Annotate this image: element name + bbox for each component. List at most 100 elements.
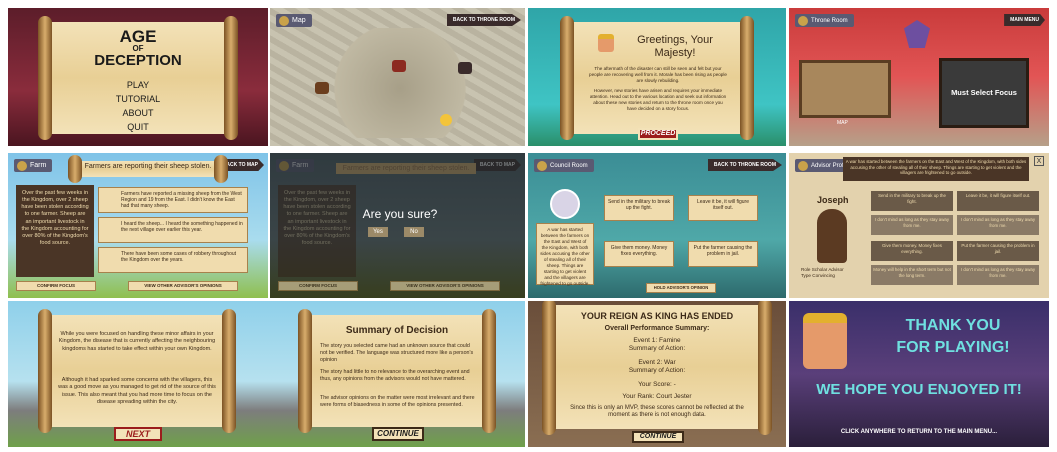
continue-button[interactable]: CONTINUE — [632, 431, 684, 443]
outcome-para2: Although it had sparked some concerns wi… — [58, 377, 216, 406]
opinion-cell: Money will help in the short term but no… — [871, 265, 953, 285]
map-marker-castle[interactable] — [392, 60, 406, 72]
king-avatar — [598, 34, 614, 52]
menu-tutorial-button[interactable]: TUTORIAL — [115, 94, 161, 104]
location-tag: Farm — [276, 159, 315, 172]
opinion-cell: Give them money. Money fixes everything. — [871, 241, 953, 261]
location-tag: Farm — [14, 159, 53, 172]
opinion-cell: I don't mind as long as they stay away f… — [957, 215, 1039, 235]
council-icon — [537, 161, 547, 171]
back-to-throne-button[interactable]: BACK TO THRONE ROOM — [707, 159, 782, 171]
summary-item: The story you selected came had an unkno… — [320, 343, 474, 363]
opinion-cell: I don't mind as long as they stay away f… — [871, 215, 953, 235]
view-opinions-button[interactable]: VIEW OTHER ADVISOR'S OPINIONS — [128, 281, 238, 291]
advisor-role: Role Scholar Advisor Type Convincing — [801, 267, 844, 278]
summary-item: The advisor opinions on the matter were … — [320, 395, 475, 408]
option-card[interactable]: Give them money. Money fixes everything. — [604, 241, 674, 267]
panel-confirm: Farm BACK TO MAP Farmers are reporting t… — [270, 153, 525, 298]
location-tag: Council Room — [534, 159, 594, 172]
advisor-card[interactable]: There have been some cases of robbery th… — [98, 247, 248, 273]
main-menu-button[interactable]: MAIN MENU — [1004, 14, 1045, 26]
next-button[interactable]: NEXT — [114, 427, 162, 441]
greetings-para2: However, new stories have arisen and req… — [589, 88, 727, 111]
menu-quit-button[interactable]: QUIT — [127, 122, 149, 132]
summary-item: The story had little to no relevance to … — [320, 369, 470, 382]
panel-thank-you[interactable]: THANK YOU FOR PLAYING! WE HOPE YOU ENJOY… — [789, 301, 1049, 447]
location-tag: Throne Room — [795, 14, 854, 27]
outcome-para1: While you were focused on handling these… — [58, 331, 216, 352]
mvp-note: Since this is only an MVP, these scores … — [570, 405, 744, 419]
hold-opinion-button[interactable]: HOLD ADVISOR'S OPINION — [646, 283, 716, 293]
menu-play-button[interactable]: PLAY — [126, 80, 150, 90]
opinion-cell: Put the farmer causing the problem in ja… — [957, 241, 1039, 261]
confirm-focus-button[interactable]: CONFIRM FOCUS — [278, 281, 358, 291]
greetings-title: Greetings, Your Majesty! — [637, 34, 713, 60]
world-map-board[interactable] — [799, 60, 891, 118]
map-label: MAP — [837, 120, 848, 126]
council-story-text: A war has started between the farmers on… — [536, 223, 594, 286]
back-to-map-button[interactable]: BACK TO MAP — [473, 159, 521, 171]
return-prompt: CLICK ANYWHERE TO RETURN TO THE MAIN MEN… — [840, 429, 998, 435]
town-map — [310, 28, 490, 138]
map-marker-farm[interactable] — [315, 82, 329, 94]
focus-board[interactable] — [939, 58, 1029, 128]
back-to-throne-button[interactable]: BACK TO THRONE ROOM — [446, 14, 521, 26]
story-headline: Farmers are reporting their sheep stolen… — [336, 163, 476, 174]
map-marker-church[interactable] — [458, 62, 472, 74]
panel-farm: Farm BACK TO MAP Farmers are reporting t… — [8, 153, 268, 298]
option-card[interactable]: Send in the military to break up the fig… — [604, 195, 674, 221]
panel-greetings: Greetings, Your Majesty! The aftermath o… — [528, 8, 786, 146]
yes-button[interactable]: Yes — [368, 227, 388, 237]
location-tag: Advisor Profile — [795, 159, 856, 172]
opinion-cell: I don't mind as long as they stay away f… — [957, 265, 1039, 285]
event-2: Event 2: War Summary of Action: — [628, 359, 686, 374]
story-description: Over the past few weeks in the Kingdom, … — [278, 185, 356, 277]
advisor-card[interactable]: I heard the sheep... I heard the somethi… — [98, 217, 248, 243]
map-icon — [279, 16, 289, 26]
proceed-button[interactable]: PROCEED — [638, 128, 678, 140]
option-card[interactable]: Put the farmer causing the problem in ja… — [688, 241, 758, 267]
game-title: AGE OF DECEPTION — [94, 27, 182, 69]
summary-scroll — [298, 309, 496, 433]
confirm-question: Are you sure? — [362, 207, 438, 221]
enjoyed-message: WE HOPE YOU ENJOYED IT! — [816, 381, 1022, 398]
panel-map: Map BACK TO THRONE ROOM — [270, 8, 525, 146]
no-button[interactable]: No — [404, 227, 424, 237]
menu-about-button[interactable]: ABOUT — [122, 108, 154, 118]
profile-story-header: A war has started between the farmers on… — [843, 157, 1029, 181]
advisor-name: Joseph — [817, 195, 849, 205]
farm-icon — [279, 161, 289, 171]
crown-icon — [798, 16, 808, 26]
thank-you-line2: FOR PLAYING! — [896, 339, 1010, 356]
king-avatar — [803, 313, 847, 369]
advisor-figure — [817, 209, 847, 263]
event-1: Event 1: Famine Summary of Action: — [628, 337, 686, 352]
close-icon[interactable]: X — [1034, 156, 1044, 166]
confirm-focus-button[interactable]: CONFIRM FOCUS — [16, 281, 96, 291]
panel-main-menu: AGE OF DECEPTION PLAY TUTORIAL ABOUT QUI… — [8, 8, 268, 146]
panel-council-room: Council Room BACK TO THRONE ROOM A war h… — [528, 153, 786, 298]
greetings-para1: The aftermath of the disaster can still … — [589, 66, 727, 83]
map-marker-market[interactable] — [440, 114, 452, 126]
panel-advisor-profile: Advisor Profile X A war has started betw… — [789, 153, 1049, 298]
panel-throne-room: Throne Room MAIN MENU MAP Must Select Fo… — [789, 8, 1049, 146]
results-scroll — [542, 301, 772, 435]
reign-title: YOUR REIGN AS KING HAS ENDED — [580, 311, 734, 321]
option-card[interactable]: Leave it be, it will figure itself out. — [688, 195, 758, 221]
back-to-map-button[interactable]: BACK TO MAP — [216, 159, 264, 171]
story-description: Over the past few weeks in the Kingdom, … — [16, 185, 94, 277]
rank: Your Rank: Court Jester — [622, 393, 692, 400]
panel-reign-ended: YOUR REIGN AS KING HAS ENDED Overall Per… — [528, 301, 786, 447]
score: Your Score: - — [638, 381, 676, 388]
advisor-card[interactable]: Farmers have reported a missing sheep fr… — [98, 187, 248, 213]
advisor-icon — [798, 161, 808, 171]
crest-icon — [904, 20, 930, 48]
continue-button[interactable]: CONTINUE — [372, 427, 424, 441]
view-opinions-button[interactable]: VIEW OTHER ADVISOR'S OPINIONS — [390, 281, 500, 291]
title-scroll — [38, 16, 238, 140]
story-headline: Farmers are reporting their sheep stolen… — [84, 163, 212, 170]
outcome-scroll — [38, 309, 236, 433]
thank-you-line1: THANK YOU — [905, 317, 1001, 334]
advisor-portrait — [550, 189, 580, 219]
opinion-cell: Send in the military to break up the fig… — [871, 191, 953, 211]
